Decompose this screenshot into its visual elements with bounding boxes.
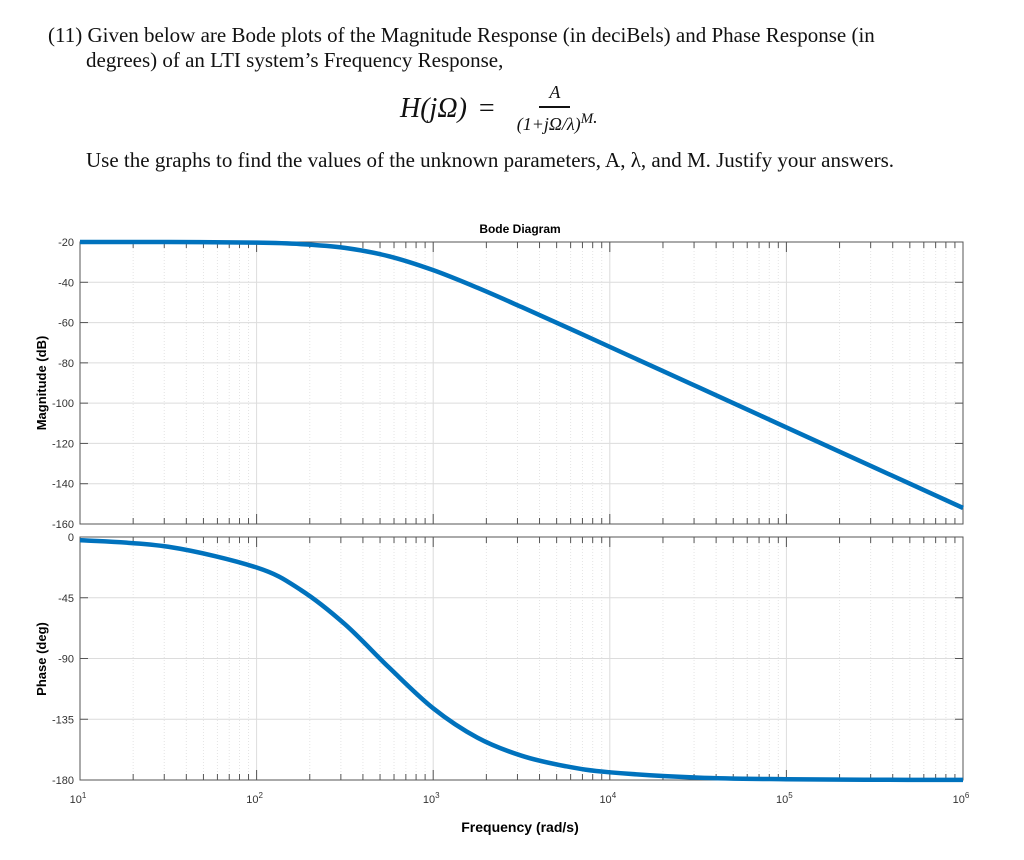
magnitude-y-label: Magnitude (dB) (34, 336, 49, 431)
x-tick-exponent: 5 (788, 791, 793, 800)
x-tick-exponent: 4 (612, 791, 617, 800)
chart-title: Bode Diagram (479, 222, 560, 236)
question-line-3: Use the graphs to find the values of the… (86, 148, 895, 172)
magnitude-curve (79, 239, 964, 511)
x-tick-exponent: 2 (258, 791, 263, 800)
x-tick-label: 101 (70, 791, 87, 806)
formula-denominator-base: (1+jΩ/λ) (516, 114, 581, 134)
x-tick-exponent: 6 (965, 791, 970, 800)
x-tick-base: 10 (776, 794, 788, 806)
x-tick-base: 10 (70, 794, 82, 806)
y-tick-label: -140 (52, 479, 74, 491)
x-tick-label: 102 (246, 791, 263, 806)
y-tick-label: -90 (58, 654, 74, 666)
x-axis-label: Frequency (rad/s) (461, 819, 578, 835)
y-tick-label: -100 (52, 398, 74, 410)
y-tick-label: 0 (68, 532, 74, 544)
plot-border (79, 241, 964, 525)
x-tick-label: 105 (776, 791, 793, 806)
x-tick-exponent: 1 (82, 791, 87, 800)
y-tick-label: -80 (58, 358, 74, 370)
y-tick-label: -120 (52, 438, 74, 450)
magnitude-plot: -20 -40 -60 -80 -100 -120 -140 -160 (52, 237, 964, 531)
y-tick-label: -135 (52, 714, 74, 726)
phase-curve (79, 537, 964, 783)
question-line-1: (11) Given below are Bode plots of the M… (48, 23, 875, 47)
formula-numerator: A (539, 82, 571, 108)
x-tick-base: 10 (599, 794, 611, 806)
y-tick-label: -180 (52, 775, 74, 787)
formula-fraction: A (1+jΩ/λ)M (517, 82, 593, 135)
formula-exponent: M (580, 111, 594, 127)
y-tick-label: -60 (58, 318, 74, 330)
y-tick-label: -160 (52, 519, 74, 531)
phase-y-label: Phase (deg) (34, 622, 49, 696)
x-tick-base: 10 (423, 794, 435, 806)
formula-denominator: (1+jΩ/λ)M (517, 108, 593, 135)
transfer-function-formula: H(jΩ) = A (1+jΩ/λ)M . (400, 82, 598, 135)
question-line-2: degrees) of an LTI system’s Frequency Re… (86, 48, 504, 72)
x-tick-base: 10 (953, 794, 965, 806)
x-tick-exponent: 3 (435, 791, 440, 800)
plot-frame (79, 241, 964, 525)
x-tick-label: 106 (953, 791, 970, 806)
formula-period: . (593, 107, 598, 127)
x-tick-label: 104 (599, 791, 616, 806)
y-tick-label: -40 (58, 277, 74, 289)
x-tick-label: 103 (423, 791, 440, 806)
y-tick-label: -20 (58, 237, 74, 249)
x-tick-base: 10 (246, 794, 258, 806)
formula-equals: = (478, 92, 495, 124)
plot-border (79, 536, 964, 781)
y-tick-label: -45 (58, 593, 74, 605)
phase-plot: 0 -45 -90 -135 -180 (52, 532, 964, 787)
formula-lhs: H(jΩ) (400, 92, 467, 124)
